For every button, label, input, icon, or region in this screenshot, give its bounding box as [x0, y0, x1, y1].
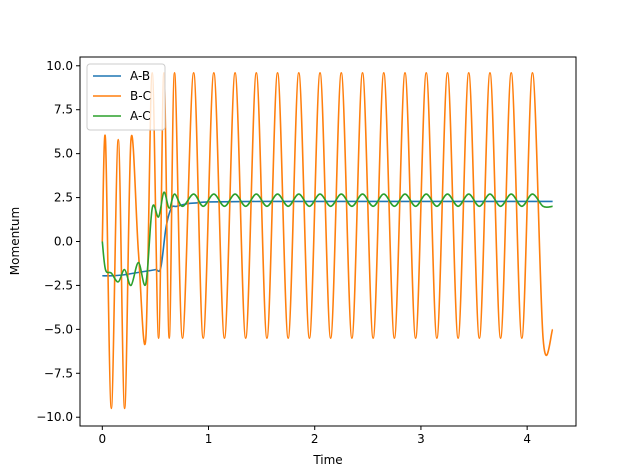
series-line-a-c [101, 191, 553, 287]
y-tick-label: −10.0 [36, 410, 73, 424]
axes-frame [79, 56, 577, 427]
y-tick-label: 10.0 [46, 59, 73, 73]
legend-label-a-b: A-B [130, 69, 150, 83]
x-axis-label: Time [312, 453, 342, 467]
series-line-b-c [101, 72, 554, 410]
y-tick-label: 7.5 [54, 103, 73, 117]
x-tick-label: 1 [205, 432, 213, 446]
x-tick-label: 2 [311, 432, 319, 446]
y-tick-label: −7.5 [44, 366, 73, 380]
legend-label-a-c: A-C [130, 109, 151, 123]
legend-box [86, 63, 166, 131]
y-tick-label: 5.0 [54, 147, 73, 161]
x-tick-label: 3 [417, 432, 425, 446]
y-tick-label: −2.5 [44, 278, 73, 292]
x-tick-label: 4 [523, 432, 531, 446]
y-axis-label: Momentum [8, 207, 22, 275]
legend-label-b-c: B-C [130, 89, 151, 103]
legend: A-B B-C A-C [86, 63, 166, 131]
x-tick-label: 0 [98, 432, 106, 446]
y-tick-label: 0.0 [54, 235, 73, 249]
series-layer [101, 72, 554, 410]
y-tick-label: −5.0 [44, 322, 73, 336]
y-tick-label: 2.5 [54, 191, 73, 205]
ticks-layer: 0 1 2 3 4 10.0 7.5 5.0 2.5 0.0 −2.5 −5.0 −7.5 −10.0 [36, 59, 531, 446]
